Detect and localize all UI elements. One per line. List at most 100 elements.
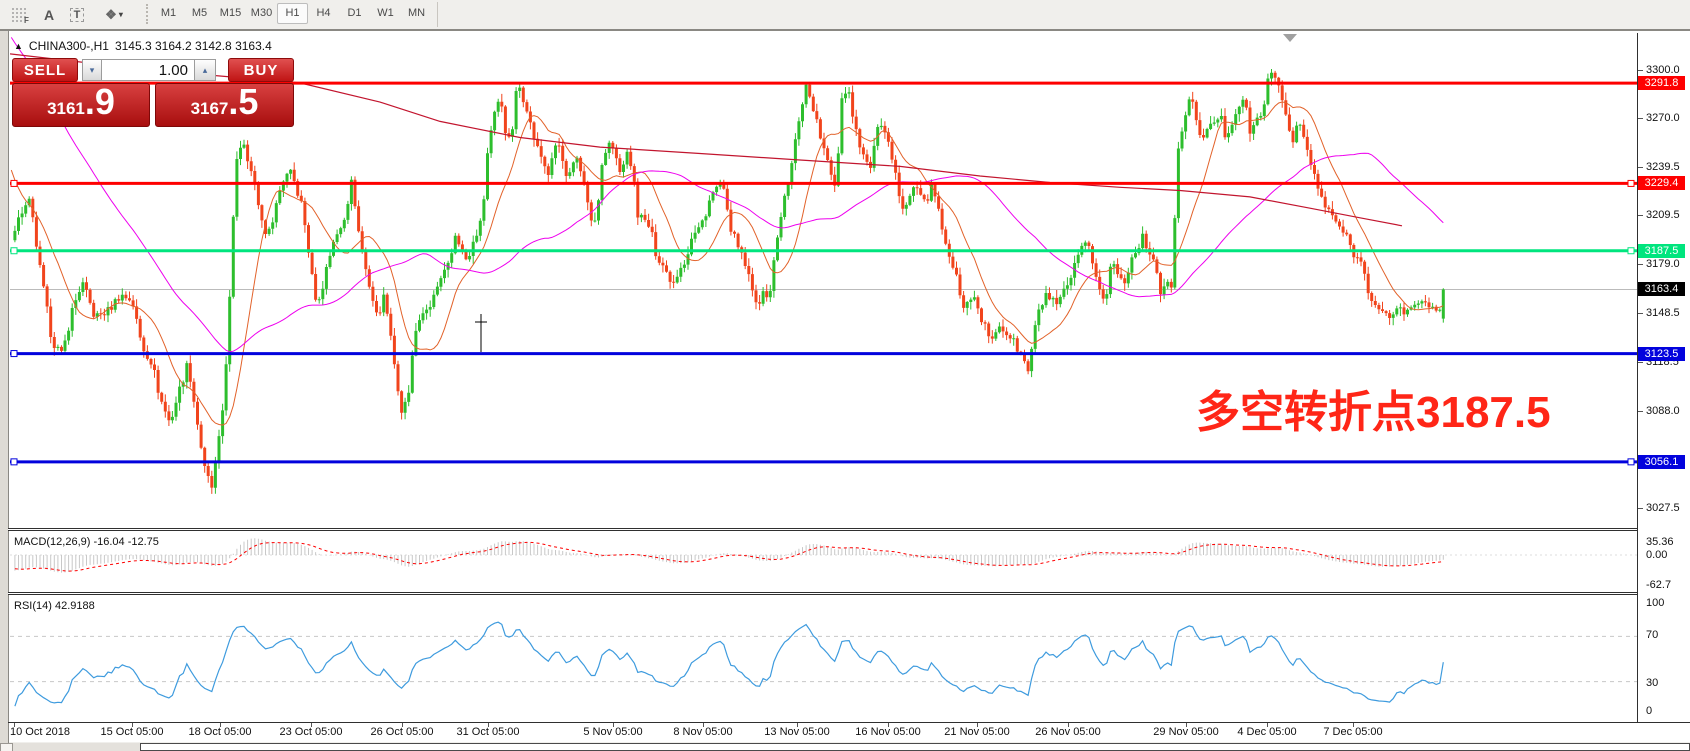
time-axis-tick	[220, 723, 221, 727]
toolbar-grip[interactable]	[146, 4, 151, 24]
sell-price-main: 3161	[47, 99, 85, 118]
scrollbar-thumb[interactable]	[140, 743, 1690, 751]
time-axis-tick	[1186, 723, 1187, 727]
panel-separator[interactable]	[8, 592, 1637, 595]
price-tick-label: 3270.0	[1646, 112, 1680, 125]
label-tool-button[interactable]: A	[36, 3, 62, 26]
annotation-text: 多空转折点3187.5	[1196, 388, 1551, 437]
price-axis-tick	[1638, 507, 1643, 509]
rsi-label: RSI(14) 42.9188	[14, 600, 95, 612]
date-tick-label: 26 Nov 05:00	[1035, 726, 1101, 738]
buy-price-decimal: .5	[228, 81, 259, 122]
scrollbar-left-box[interactable]	[0, 743, 13, 751]
price-axis-tick	[1638, 70, 1643, 71]
price-badge-3163.4: 3163.4	[1638, 282, 1685, 297]
main-chart[interactable]	[10, 33, 1637, 528]
hline-handle[interactable]	[1627, 179, 1635, 187]
timeframe-button-m15[interactable]: M15	[219, 7, 242, 19]
macd-panel[interactable]	[10, 531, 1637, 592]
date-tick-label: 10 Oct 2018	[10, 726, 70, 738]
macd-signal-line	[14, 541, 1444, 572]
text-tool-icon: T	[69, 7, 85, 22]
price-axis-tick	[1638, 264, 1643, 266]
date-tick-label: 31 Oct 05:00	[456, 726, 520, 738]
time-axis-tick	[888, 723, 889, 727]
timeframe-button-mn[interactable]: MN	[407, 7, 426, 19]
time-axis-tick	[1267, 723, 1268, 727]
date-tick-label: 15 Oct 05:00	[100, 726, 164, 738]
sell-button[interactable]: SELL	[12, 58, 78, 82]
time-axis-tick	[1353, 723, 1354, 727]
timeframe-button-m30[interactable]: M30	[250, 7, 273, 19]
volume-increase-button[interactable]: ▴	[194, 59, 216, 81]
price-axis-line	[1637, 33, 1638, 723]
rsi-level-label: 30	[1646, 677, 1659, 689]
arrows-icon: ❖	[105, 6, 117, 22]
price-axis[interactable]: 3300.0 3270.0 3239.5 3209.5 3179.0 3148.5 3118…	[1638, 33, 1690, 722]
volume-input[interactable]	[102, 59, 194, 81]
timeframe-button-d1[interactable]: D1	[347, 7, 362, 19]
price-badge-3229.4: 3229.4	[1638, 176, 1685, 191]
buy-price[interactable]: 3167 .5	[155, 83, 294, 127]
timeframe-button-h4[interactable]: H4	[316, 7, 331, 19]
time-axis-tick	[1068, 723, 1069, 727]
chart-window	[9, 31, 1690, 742]
time-axis[interactable]: 10 Oct 2018 15 Oct 05:00 18 Oct 05:00 23 Oc…	[10, 723, 1637, 742]
volume-decrease-button[interactable]: ▾	[82, 59, 102, 81]
price-badge-3187.5: 3187.5	[1638, 243, 1685, 258]
hline-handle[interactable]	[10, 350, 18, 358]
date-tick-label: 18 Oct 05:00	[188, 726, 252, 738]
down-arrow-marker[interactable]	[1283, 34, 1297, 42]
date-tick-label: 29 Nov 05:00	[1153, 726, 1219, 738]
timeframe-button-m5[interactable]: M5	[191, 7, 208, 19]
medium-ma-line	[10, 37, 1444, 353]
rsi-level-label: 0	[1646, 705, 1653, 717]
rsi-panel[interactable]	[10, 595, 1637, 722]
timeframe-button-w1[interactable]: W1	[377, 7, 394, 19]
price-axis-tick	[1638, 215, 1643, 217]
hline-handle[interactable]	[10, 458, 18, 466]
one-click-trading-panel: SELL ▾ ▴ BUY 3161 .9 3167 .5	[10, 55, 296, 127]
timeframe-toolbar: M1 M5 M15 M30 H1 H4 D1 W1 MN	[153, 0, 432, 24]
arrows-tool-button[interactable]: ❖ ▾	[96, 3, 132, 26]
price-axis-tick	[1638, 118, 1643, 120]
text-tool-button[interactable]: T	[64, 3, 90, 26]
price-badge-3123.5: 3123.5	[1638, 346, 1685, 361]
chart-header: ▲ CHINA300-,H1 3145.3 3164.2 3142.8 3163…	[14, 39, 272, 53]
fibonacci-icon: F	[12, 8, 29, 23]
date-tick-label: 21 Nov 05:00	[944, 726, 1010, 738]
buy-price-main: 3167	[190, 99, 229, 118]
timeframe-button-m1[interactable]: M1	[160, 7, 177, 19]
price-tick-label: 3300.0	[1646, 64, 1680, 76]
fast-ma-line	[10, 101, 1444, 426]
price-axis-tick	[1638, 361, 1643, 363]
price-tick-label: 3027.5	[1646, 501, 1680, 514]
collapse-panel-button[interactable]: ▲	[14, 41, 23, 51]
time-axis-tick	[977, 723, 978, 727]
time-axis-tick	[797, 723, 798, 727]
buy-button[interactable]: BUY	[228, 58, 294, 82]
panel-separator[interactable]	[8, 528, 1637, 531]
date-tick-label: 7 Dec 05:00	[1323, 726, 1383, 738]
price-badge-3056.1: 3056.1	[1638, 454, 1685, 469]
price-tick-label: 3148.5	[1646, 307, 1680, 320]
time-axis-tick	[488, 723, 489, 727]
price-axis-tick	[1638, 313, 1643, 315]
hline-handle[interactable]	[1627, 247, 1635, 255]
hline-handle[interactable]	[10, 179, 18, 187]
date-tick-label: 23 Oct 05:00	[279, 726, 343, 738]
window-left-edge	[0, 31, 9, 743]
toolbar: F A T ❖ ▾ M1 M5 M15 M30 H1 H4 D1 W1 MN	[0, 0, 1690, 29]
timeframe-button-h1[interactable]: H1	[277, 3, 308, 24]
hline-handle[interactable]	[1627, 458, 1635, 466]
macd-label: MACD(12,26,9) -16.04 -12.75	[14, 536, 159, 548]
date-tick-label: 8 Nov 05:00	[673, 726, 733, 738]
svg-text:F: F	[24, 16, 29, 23]
hline-handle[interactable]	[10, 247, 18, 255]
fibonacci-tool-button[interactable]: F	[8, 3, 34, 26]
price-axis-tick	[1638, 167, 1643, 169]
sell-price[interactable]: 3161 .9	[12, 83, 150, 127]
symbol-period-label: CHINA300-,H1	[28, 39, 109, 53]
toolbar-separator	[437, 2, 438, 27]
